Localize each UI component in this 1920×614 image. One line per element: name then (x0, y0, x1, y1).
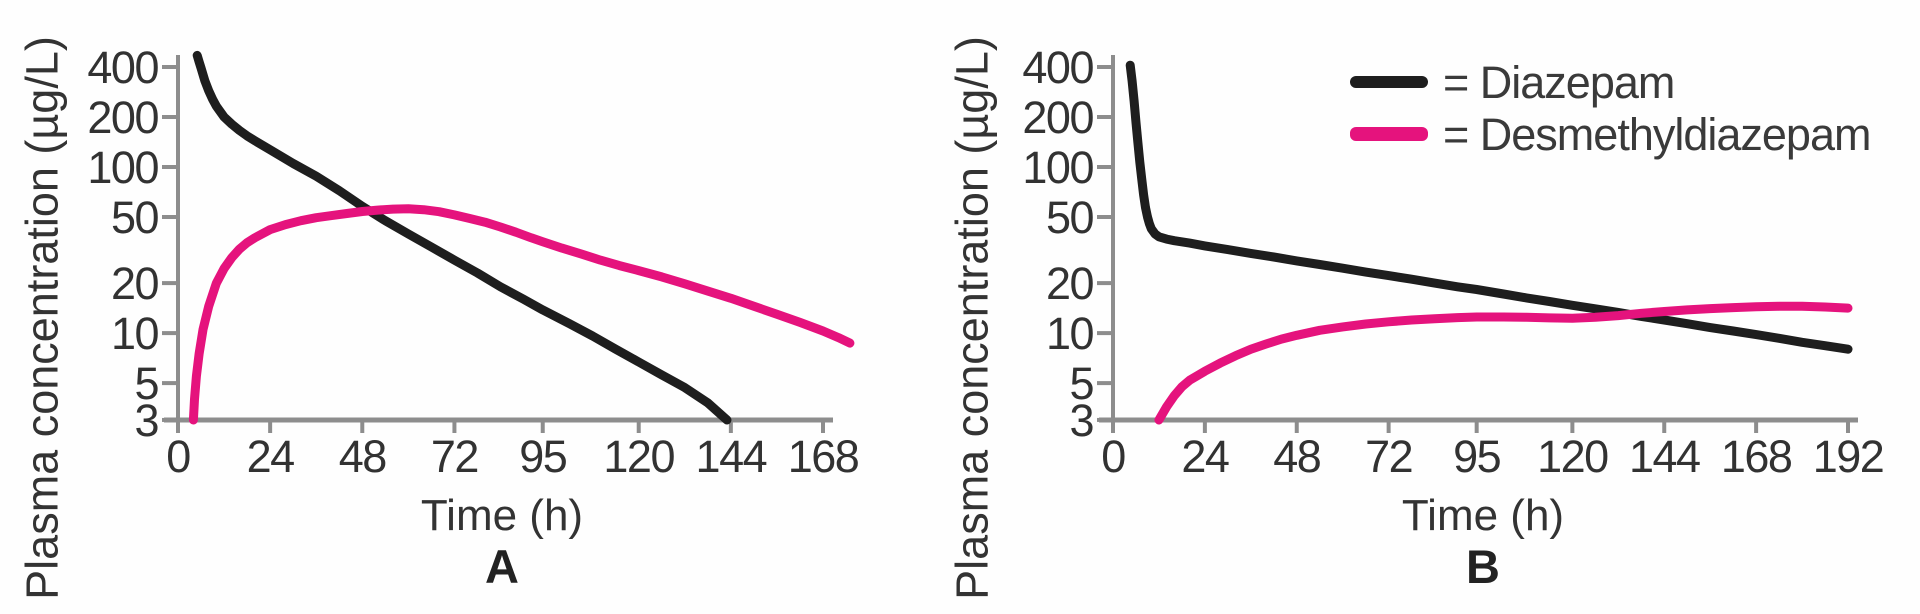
desmethyldiazepam-line-swatch (1350, 127, 1428, 141)
curve-desmethyldiazepam-panel-a (188, 204, 855, 425)
x-tick-label: 24 (246, 431, 296, 482)
curve-diazepam-panel-b (1125, 60, 1853, 354)
x-tick-label: 168 (787, 431, 860, 482)
x-tick-label: 192 (1812, 431, 1885, 482)
x-tick-label: 72 (1365, 431, 1414, 482)
y-tick-label: 3 (134, 394, 159, 446)
y-axis-title-panel-a: Plasma concentration (µg/L) (16, 36, 68, 600)
x-tick-label: 0 (166, 431, 191, 482)
x-tick-label: 144 (695, 431, 768, 482)
curve-desmethyldiazepam-panel-b (1154, 301, 1853, 425)
x-axis-title-panel-b: Time (h) (1401, 491, 1565, 540)
x-tick-label: 48 (338, 431, 388, 482)
y-tick-label: 3 (1069, 394, 1094, 446)
y-tick-label: 20 (110, 258, 160, 310)
panel-caption-a: A (485, 540, 519, 593)
x-tick-label: 72 (430, 431, 480, 482)
y-axis-title-panel-b: Plasma concentration (µg/L) (946, 36, 998, 600)
y-tick-label: 400 (1022, 42, 1094, 93)
y-tick-label: 200 (87, 92, 159, 143)
y-tick-label: 20 (1045, 258, 1095, 310)
y-tick-label: 5 (134, 358, 159, 410)
y-tick-label: 50 (110, 192, 160, 243)
y-tick-label: 400 (87, 42, 159, 93)
x-tick-label: 120 (603, 431, 675, 482)
y-tick-label: 100 (87, 142, 159, 193)
y-tick-label: 10 (110, 308, 160, 360)
legend: = Diazepam = Desmethyldiazepam (1350, 56, 1871, 160)
x-tick-label: 24 (1181, 431, 1230, 482)
legend-label-desmethyldiazepam: = Desmethyldiazepam (1443, 108, 1871, 160)
x-tick-label: 95 (519, 431, 568, 482)
legend-item-desmethyldiazepam: = Desmethyldiazepam (1350, 108, 1871, 160)
y-tick-label: 50 (1045, 192, 1095, 243)
legend-item-diazepam: = Diazepam (1350, 56, 1870, 108)
y-tick-label: 5 (1069, 358, 1094, 410)
y-tick-label: 100 (1022, 142, 1094, 193)
panel-caption-b: B (1466, 540, 1500, 593)
x-axis-title-panel-a: Time (h) (420, 491, 584, 540)
x-tick-label: 168 (1720, 431, 1793, 482)
x-tick-label: 95 (1453, 431, 1502, 482)
curve-diazepam-panel-a (192, 50, 732, 425)
x-tick-label: 120 (1537, 431, 1609, 482)
x-tick-label: 144 (1628, 431, 1701, 482)
x-tick-label: 48 (1273, 431, 1322, 482)
legend-label-diazepam: = Diazepam (1443, 56, 1675, 108)
y-tick-label: 200 (1022, 92, 1094, 143)
diazepam-line-swatch (1350, 76, 1428, 88)
x-tick-label: 0 (1101, 431, 1126, 482)
y-tick-label: 10 (1045, 308, 1095, 360)
